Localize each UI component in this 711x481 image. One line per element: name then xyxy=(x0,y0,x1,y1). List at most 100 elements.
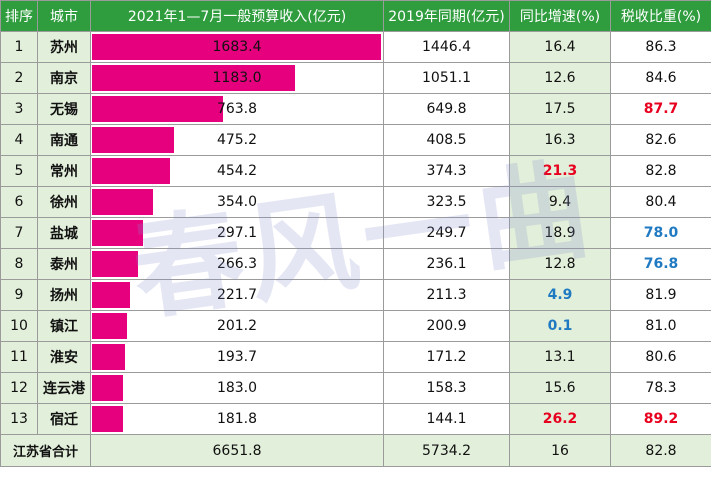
period-2019-cell: 144.1 xyxy=(383,403,510,435)
revenue-value: 475.2 xyxy=(216,132,258,148)
growth-cell: 18.9 xyxy=(509,217,611,249)
revenue-cell: 297.1 xyxy=(90,217,384,249)
city-cell: 南通 xyxy=(37,124,91,156)
table-row: 12 连云港 183.0 158.3 15.6 78.3 xyxy=(0,372,711,404)
tax-ratio-cell: 81.0 xyxy=(610,310,711,342)
rank-cell: 8 xyxy=(0,248,38,280)
table-row: 6 徐州 354.0 323.5 9.4 80.4 xyxy=(0,186,711,218)
period-2019-cell: 249.7 xyxy=(383,217,510,249)
table-row: 3 无锡 763.8 649.8 17.5 87.7 xyxy=(0,93,711,125)
growth-cell: 16.3 xyxy=(509,124,611,156)
tax-ratio-cell: 87.7 xyxy=(610,93,711,125)
city-cell: 连云港 xyxy=(37,372,91,404)
revenue-bar xyxy=(92,406,123,432)
rank-cell: 13 xyxy=(0,403,38,435)
city-cell: 无锡 xyxy=(37,93,91,125)
period-2019-cell: 171.2 xyxy=(383,341,510,373)
header-growth: 同比增速(%) xyxy=(509,0,611,32)
table-row: 13 宿迁 181.8 144.1 26.2 89.2 xyxy=(0,403,711,435)
tax-ratio-cell: 82.6 xyxy=(610,124,711,156)
city-cell: 盐城 xyxy=(37,217,91,249)
growth-cell: 15.6 xyxy=(509,372,611,404)
growth-cell: 9.4 xyxy=(509,186,611,218)
table-row: 1 苏州 1683.4 1446.4 16.4 86.3 xyxy=(0,31,711,63)
tax-ratio-cell: 81.9 xyxy=(610,279,711,311)
rank-cell: 6 xyxy=(0,186,38,218)
rank-cell: 4 xyxy=(0,124,38,156)
tax-ratio-cell: 86.3 xyxy=(610,31,711,63)
total-growth: 16 xyxy=(509,434,611,467)
revenue-value: 193.7 xyxy=(216,349,258,365)
tax-ratio-cell: 80.6 xyxy=(610,341,711,373)
total-2019-period: 5734.2 xyxy=(383,434,510,467)
period-2019-cell: 323.5 xyxy=(383,186,510,218)
total-label: 江苏省合计 xyxy=(0,434,91,467)
header-city: 城市 xyxy=(37,0,91,32)
revenue-value: 201.2 xyxy=(216,318,258,334)
city-cell: 镇江 xyxy=(37,310,91,342)
growth-cell: 26.2 xyxy=(509,403,611,435)
city-cell: 徐州 xyxy=(37,186,91,218)
period-2019-cell: 200.9 xyxy=(383,310,510,342)
revenue-cell: 454.2 xyxy=(90,155,384,187)
revenue-cell: 181.8 xyxy=(90,403,384,435)
tax-ratio-cell: 76.8 xyxy=(610,248,711,280)
revenue-cell: 193.7 xyxy=(90,341,384,373)
table-row: 2 南京 1183.0 1051.1 12.6 84.6 xyxy=(0,62,711,94)
growth-cell: 17.5 xyxy=(509,93,611,125)
revenue-value: 181.8 xyxy=(216,411,258,427)
rank-cell: 3 xyxy=(0,93,38,125)
revenue-value: 221.7 xyxy=(216,287,258,303)
period-2019-cell: 649.8 xyxy=(383,93,510,125)
revenue-cell: 221.7 xyxy=(90,279,384,311)
revenue-value: 1183.0 xyxy=(212,70,262,86)
tax-ratio-cell: 78.3 xyxy=(610,372,711,404)
revenue-value: 297.1 xyxy=(216,225,258,241)
period-2019-cell: 211.3 xyxy=(383,279,510,311)
revenue-bar xyxy=(92,189,153,215)
growth-cell: 21.3 xyxy=(509,155,611,187)
tax-ratio-cell: 80.4 xyxy=(610,186,711,218)
rank-cell: 7 xyxy=(0,217,38,249)
table-row: 7 盐城 297.1 249.7 18.9 78.0 xyxy=(0,217,711,249)
period-2019-cell: 1446.4 xyxy=(383,31,510,63)
revenue-value: 763.8 xyxy=(216,101,258,117)
revenue-cell: 1683.4 xyxy=(90,31,384,63)
revenue-bar xyxy=(92,158,170,184)
revenue-value: 354.0 xyxy=(216,194,258,210)
city-cell: 扬州 xyxy=(37,279,91,311)
rank-cell: 5 xyxy=(0,155,38,187)
revenue-bar xyxy=(92,313,127,339)
revenue-bar xyxy=(92,220,143,246)
table-row: 4 南通 475.2 408.5 16.3 82.6 xyxy=(0,124,711,156)
table-row: 9 扬州 221.7 211.3 4.9 81.9 xyxy=(0,279,711,311)
table-row: 5 常州 454.2 374.3 21.3 82.8 xyxy=(0,155,711,187)
total-tax-ratio: 82.8 xyxy=(610,434,711,467)
revenue-cell: 183.0 xyxy=(90,372,384,404)
revenue-cell: 763.8 xyxy=(90,93,384,125)
table-row: 10 镇江 201.2 200.9 0.1 81.0 xyxy=(0,310,711,342)
revenue-cell: 1183.0 xyxy=(90,62,384,94)
table-row: 8 泰州 266.3 236.1 12.8 76.8 xyxy=(0,248,711,280)
tax-ratio-cell: 82.8 xyxy=(610,155,711,187)
revenue-bar xyxy=(92,65,295,91)
city-cell: 常州 xyxy=(37,155,91,187)
period-2019-cell: 374.3 xyxy=(383,155,510,187)
city-cell: 宿迁 xyxy=(37,403,91,435)
city-cell: 苏州 xyxy=(37,31,91,63)
rank-cell: 11 xyxy=(0,341,38,373)
table-body: 1 苏州 1683.4 1446.4 16.4 86.3 2 南京 1183.0 1051.1 12… xyxy=(0,31,711,435)
growth-cell: 12.6 xyxy=(509,62,611,94)
city-cell: 南京 xyxy=(37,62,91,94)
revenue-bar xyxy=(92,344,125,370)
rank-cell: 10 xyxy=(0,310,38,342)
revenue-bar xyxy=(92,34,381,60)
growth-cell: 4.9 xyxy=(509,279,611,311)
rank-cell: 2 xyxy=(0,62,38,94)
revenue-value: 1683.4 xyxy=(212,39,262,55)
revenue-cell: 201.2 xyxy=(90,310,384,342)
revenue-table: 排序 城市 2021年1—7月一般预算收入(亿元) 2019年同期(亿元) 同比… xyxy=(0,0,711,467)
revenue-value: 266.3 xyxy=(216,256,258,272)
period-2019-cell: 1051.1 xyxy=(383,62,510,94)
header-row: 排序 城市 2021年1—7月一般预算收入(亿元) 2019年同期(亿元) 同比… xyxy=(0,0,711,32)
